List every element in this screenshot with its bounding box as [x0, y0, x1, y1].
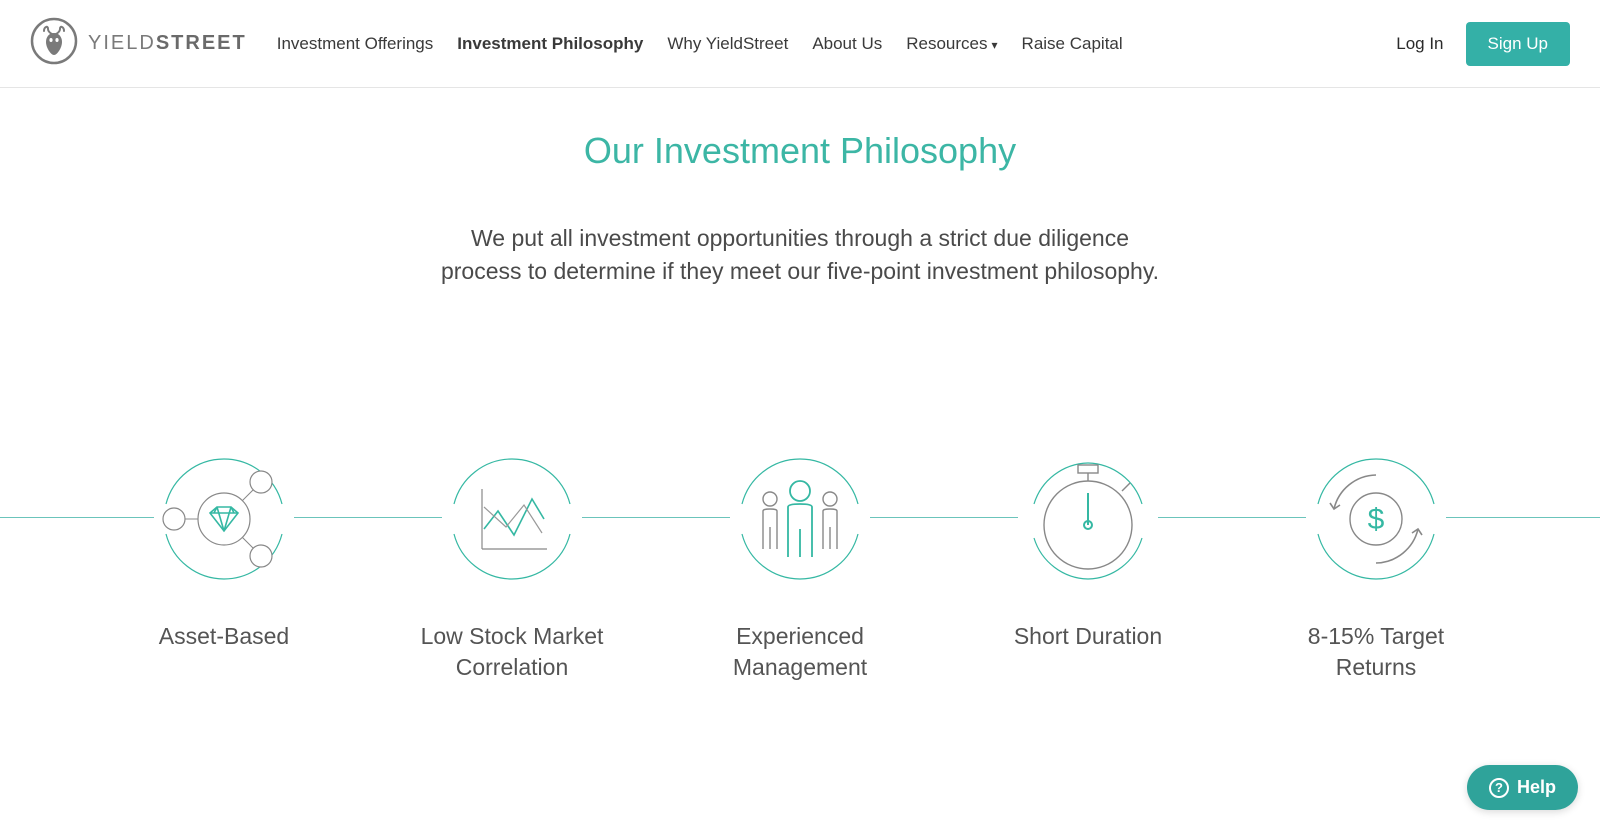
nav-resources[interactable]: Resources▾ [906, 34, 997, 54]
dollar-cycle-icon: $ [1306, 449, 1446, 589]
diamond-network-icon [154, 449, 294, 589]
pillar-asset-based: Asset-Based [114, 449, 334, 683]
pillar-label: Low Stock Market Correlation [402, 621, 622, 683]
chevron-down-icon: ▾ [992, 38, 998, 52]
brand-logo[interactable]: YIELDSTREET [30, 17, 247, 70]
chart-line-icon [442, 449, 582, 589]
main-nav: Investment Offerings Investment Philosop… [277, 34, 1123, 54]
page-subtitle: We put all investment opportunities thro… [440, 222, 1160, 289]
page-title: Our Investment Philosophy [0, 130, 1600, 172]
hero-section: Our Investment Philosophy We put all inv… [0, 88, 1600, 289]
help-icon: ? [1489, 778, 1509, 798]
signup-button[interactable]: Sign Up [1466, 22, 1570, 66]
pillar-label: Asset-Based [159, 621, 289, 652]
brand-text: YIELDSTREET [88, 32, 247, 55]
help-label: Help [1517, 777, 1556, 798]
svg-text:$: $ [1368, 503, 1385, 536]
nav-investment-offerings[interactable]: Investment Offerings [277, 34, 434, 54]
pillars-section: Asset-Based Low Stock Mar [0, 449, 1600, 683]
header-actions: Log In Sign Up [1396, 22, 1570, 66]
site-header: YIELDSTREET Investment Offerings Investm… [0, 0, 1600, 88]
pillar-label: 8-15% Target Returns [1266, 621, 1486, 683]
stopwatch-icon [1018, 449, 1158, 589]
pillar-target-returns: $ 8-15% Target Returns [1266, 449, 1486, 683]
pillar-experienced-management: Experienced Management [690, 449, 910, 683]
nav-raise-capital[interactable]: Raise Capital [1022, 34, 1123, 54]
pillar-short-duration: Short Duration [978, 449, 1198, 683]
deer-logo-icon [30, 17, 78, 70]
login-link[interactable]: Log In [1396, 34, 1443, 54]
pillars-row: Asset-Based Low Stock Mar [0, 449, 1600, 683]
nav-why-yieldstreet[interactable]: Why YieldStreet [667, 34, 788, 54]
help-button[interactable]: ? Help [1467, 765, 1578, 810]
people-icon [730, 449, 870, 589]
pillar-low-correlation: Low Stock Market Correlation [402, 449, 622, 683]
pillar-label: Short Duration [1014, 621, 1162, 652]
nav-investment-philosophy[interactable]: Investment Philosophy [457, 34, 643, 54]
nav-about-us[interactable]: About Us [812, 34, 882, 54]
pillar-label: Experienced Management [690, 621, 910, 683]
